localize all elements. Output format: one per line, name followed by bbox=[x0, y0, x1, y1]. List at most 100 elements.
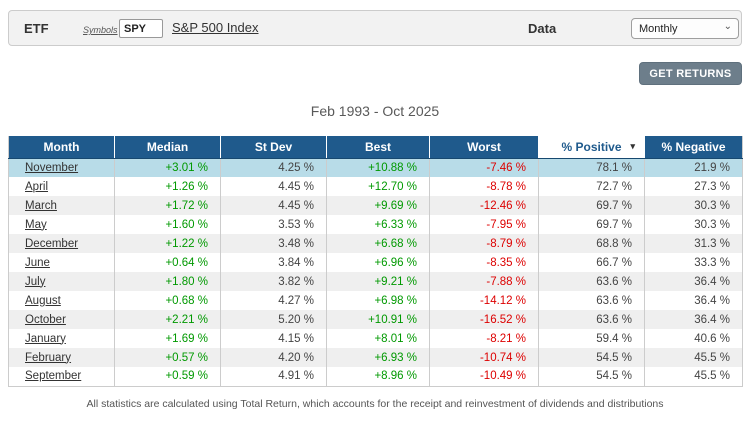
month-cell: January bbox=[9, 329, 115, 348]
month-link[interactable]: January bbox=[25, 332, 66, 345]
column-header-positive-label: % Positive bbox=[561, 139, 622, 154]
negative-value: 27.3 % bbox=[644, 177, 743, 196]
column-header-median[interactable]: Median bbox=[114, 136, 221, 159]
stdev-value: 3.84 % bbox=[220, 253, 327, 272]
positive-value: 66.7 % bbox=[538, 253, 645, 272]
best-value: +9.21 % bbox=[326, 272, 430, 291]
median-value: +1.26 % bbox=[114, 177, 221, 196]
worst-value: -12.46 % bbox=[429, 196, 539, 215]
negative-value: 36.4 % bbox=[644, 272, 743, 291]
median-value: +1.22 % bbox=[114, 234, 221, 253]
table-row: November +3.01 % 4.25 % +10.88 % -7.46 % 78.1… bbox=[8, 158, 743, 177]
positive-value: 54.5 % bbox=[538, 367, 645, 386]
stdev-value: 4.15 % bbox=[220, 329, 327, 348]
table-row: August +0.68 % 4.27 % +6.98 % -14.12 % 63.6 %… bbox=[8, 291, 743, 310]
best-value: +8.96 % bbox=[326, 367, 430, 386]
worst-value: -8.35 % bbox=[429, 253, 539, 272]
positive-value: 72.7 % bbox=[538, 177, 645, 196]
table-row: February +0.57 % 4.20 % +6.93 % -10.74 % 54.5… bbox=[8, 348, 743, 367]
sort-dropdown-icon[interactable]: ▾ bbox=[630, 141, 635, 151]
median-value: +1.69 % bbox=[114, 329, 221, 348]
stdev-value: 4.25 % bbox=[220, 158, 327, 177]
table-row: October +2.21 % 5.20 % +10.91 % -16.52 % 63.6… bbox=[8, 310, 743, 329]
column-header-worst[interactable]: Worst bbox=[429, 136, 539, 159]
month-link[interactable]: April bbox=[25, 180, 49, 193]
month-link[interactable]: February bbox=[25, 351, 72, 364]
negative-value: 40.6 % bbox=[644, 329, 743, 348]
stdev-value: 3.53 % bbox=[220, 215, 327, 234]
monthly-returns-table: Month Median St Dev Best Worst % Positiv… bbox=[8, 136, 743, 387]
table-row: March +1.72 % 4.45 % +9.69 % -12.46 % 69.7 % 3… bbox=[8, 196, 743, 215]
best-value: +12.70 % bbox=[326, 177, 430, 196]
median-value: +0.64 % bbox=[114, 253, 221, 272]
symbol-input[interactable] bbox=[119, 19, 163, 38]
worst-value: -8.78 % bbox=[429, 177, 539, 196]
symbols-link[interactable]: Symbols bbox=[83, 25, 118, 35]
etf-label: ETF bbox=[24, 21, 49, 36]
negative-value: 36.4 % bbox=[644, 291, 743, 310]
column-header-month[interactable]: Month bbox=[8, 136, 115, 159]
month-link[interactable]: March bbox=[25, 199, 57, 212]
table-row: April +1.26 % 4.45 % +12.70 % -8.78 % 72.7 % 2… bbox=[8, 177, 743, 196]
best-value: +6.33 % bbox=[326, 215, 430, 234]
negative-value: 36.4 % bbox=[644, 310, 743, 329]
positive-value: 54.5 % bbox=[538, 348, 645, 367]
best-value: +8.01 % bbox=[326, 329, 430, 348]
month-link[interactable]: October bbox=[25, 313, 66, 326]
worst-value: -7.88 % bbox=[429, 272, 539, 291]
column-header-best[interactable]: Best bbox=[326, 136, 430, 159]
table-row: December +1.22 % 3.48 % +6.68 % -8.79 % 68.8 … bbox=[8, 234, 743, 253]
month-link[interactable]: December bbox=[25, 237, 79, 250]
median-value: +0.59 % bbox=[114, 367, 221, 386]
month-link[interactable]: May bbox=[25, 218, 47, 231]
negative-value: 30.3 % bbox=[644, 196, 743, 215]
table-header: Month Median St Dev Best Worst % Positiv… bbox=[8, 136, 743, 159]
month-link[interactable]: November bbox=[25, 161, 79, 174]
median-value: +0.68 % bbox=[114, 291, 221, 310]
best-value: +6.96 % bbox=[326, 253, 430, 272]
stdev-value: 4.91 % bbox=[220, 367, 327, 386]
worst-value: -10.74 % bbox=[429, 348, 539, 367]
get-returns-button[interactable]: GET RETURNS bbox=[639, 62, 742, 85]
negative-value: 31.3 % bbox=[644, 234, 743, 253]
positive-value: 63.6 % bbox=[538, 310, 645, 329]
returns-table-body: November +3.01 % 4.25 % +10.88 % -7.46 % 78.1… bbox=[8, 158, 743, 386]
median-value: +1.72 % bbox=[114, 196, 221, 215]
positive-value: 59.4 % bbox=[538, 329, 645, 348]
positive-value: 69.7 % bbox=[538, 196, 645, 215]
frequency-select-wrap: Monthly ⌄ bbox=[631, 18, 739, 39]
index-name-link[interactable]: S&P 500 Index bbox=[172, 20, 259, 35]
negative-value: 45.5 % bbox=[644, 367, 743, 386]
positive-value: 78.1 % bbox=[538, 158, 645, 177]
median-value: +1.60 % bbox=[114, 215, 221, 234]
column-header-positive[interactable]: % Positive ▾ bbox=[538, 136, 645, 159]
month-cell: November bbox=[9, 158, 115, 177]
table-row: January +1.69 % 4.15 % +8.01 % -8.21 % 59.4 %… bbox=[8, 329, 743, 348]
frequency-select[interactable]: Monthly bbox=[631, 18, 739, 39]
positive-value: 63.6 % bbox=[538, 291, 645, 310]
table-row: May +1.60 % 3.53 % +6.33 % -7.95 % 69.7 % 30.3… bbox=[8, 215, 743, 234]
month-cell: July bbox=[9, 272, 115, 291]
median-value: +2.21 % bbox=[114, 310, 221, 329]
column-header-stdev[interactable]: St Dev bbox=[220, 136, 327, 159]
month-link[interactable]: July bbox=[25, 275, 46, 288]
date-range-title: Feb 1993 - Oct 2025 bbox=[310, 103, 440, 119]
month-link[interactable]: June bbox=[25, 256, 50, 269]
positive-value: 69.7 % bbox=[538, 215, 645, 234]
month-cell: September bbox=[9, 367, 115, 386]
negative-value: 30.3 % bbox=[644, 215, 743, 234]
best-value: +6.98 % bbox=[326, 291, 430, 310]
month-cell: April bbox=[9, 177, 115, 196]
best-value: +10.88 % bbox=[326, 158, 430, 177]
month-cell: March bbox=[9, 196, 115, 215]
worst-value: -14.12 % bbox=[429, 291, 539, 310]
stdev-value: 4.45 % bbox=[220, 177, 327, 196]
footnote: All statistics are calculated using Tota… bbox=[86, 398, 664, 410]
column-header-negative[interactable]: % Negative bbox=[644, 136, 743, 159]
month-link[interactable]: August bbox=[25, 294, 61, 307]
month-cell: June bbox=[9, 253, 115, 272]
worst-value: -16.52 % bbox=[429, 310, 539, 329]
worst-value: -8.21 % bbox=[429, 329, 539, 348]
month-link[interactable]: September bbox=[25, 370, 82, 383]
